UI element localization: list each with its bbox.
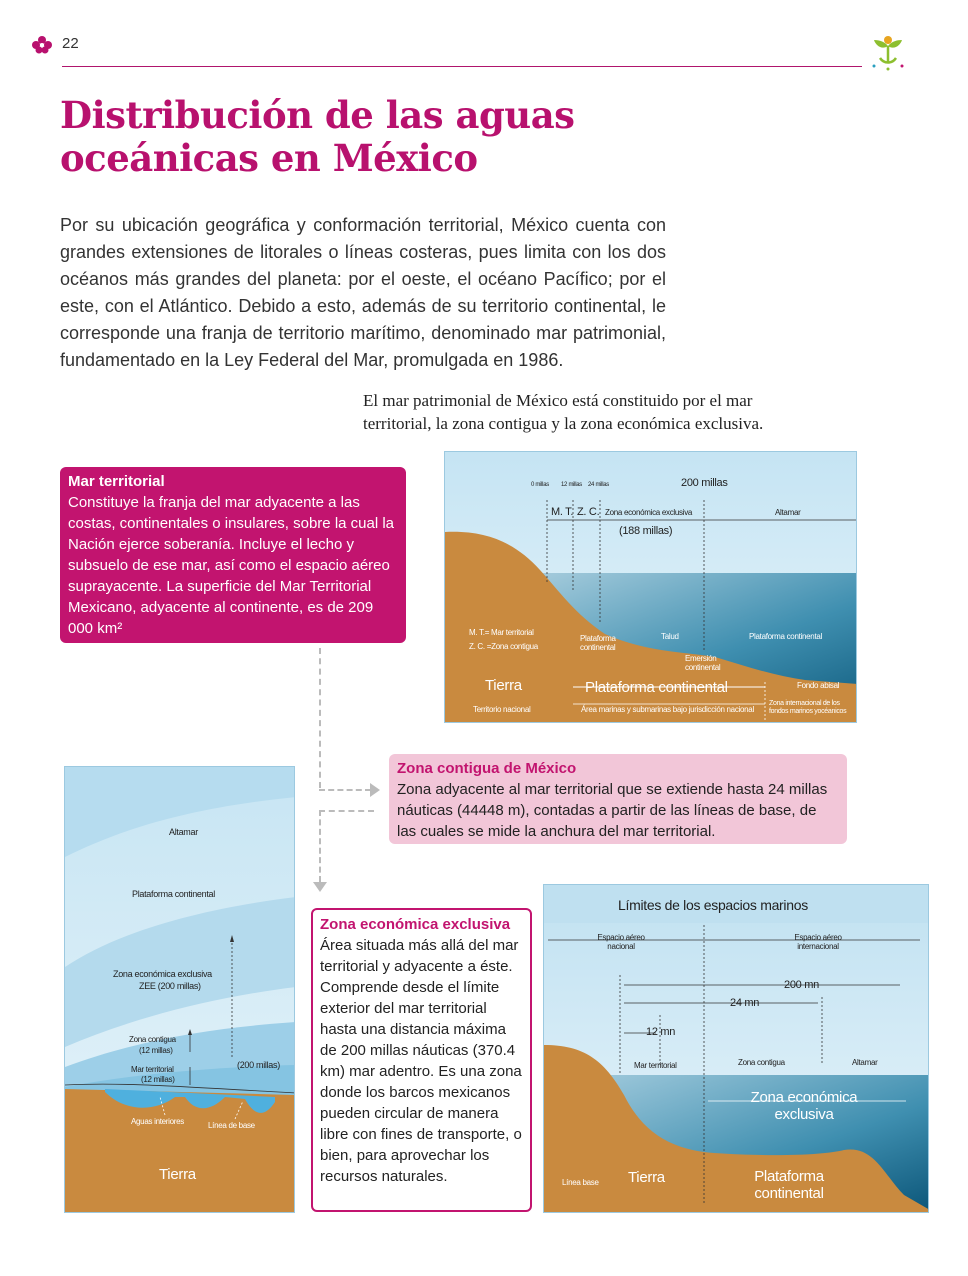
tick-200-millas: 200 millas <box>681 477 728 489</box>
cross-section-svg <box>445 452 856 722</box>
label-plataforma-right: Plataforma continental <box>749 632 823 641</box>
label-mt: M. T. <box>551 506 574 518</box>
zona-contigua-box: Zona contigua de México Zona adyacente a… <box>389 754 847 844</box>
label-200-millas: (200 millas) <box>237 1060 280 1070</box>
connector-line <box>319 810 321 882</box>
label-emersion: Emersión continental <box>685 654 721 672</box>
diagram-title: Límites de los espacios marinos <box>618 897 808 913</box>
label-aereo-internacional: Espacio aéreo internacional <box>794 933 842 951</box>
label-200-mn: 200 mn <box>784 979 819 991</box>
zee-text: Área situada más allá del mar territoria… <box>320 937 522 1185</box>
zona-contigua-text: Zona adyacente al mar territorial que se… <box>397 781 828 840</box>
tick-12-millas: 12 millas <box>561 482 582 488</box>
label-zona-internacional: Zona internacional de los fondos marinos… <box>769 700 847 715</box>
label-zee: Zona económica exclusiva <box>750 1089 858 1123</box>
label-territorio-nacional: Territorio nacional <box>473 705 531 714</box>
limits-diagram: Límites de los espacios marinos Espacio … <box>543 884 929 1213</box>
zona-contigua-title: Zona contigua de México <box>397 760 577 777</box>
label-altamar: Altamar <box>852 1058 878 1067</box>
label-plataforma-small: Plataforma continental <box>580 634 616 652</box>
connector-line <box>319 810 374 812</box>
label-altamar: Altamar <box>169 827 198 837</box>
mar-territorial-box: Mar territorial Constituye la franja del… <box>60 467 406 643</box>
label-plataforma: Plataforma continental <box>754 1168 824 1202</box>
cross-section-diagram: 0 millas 12 millas 24 millas 200 millas … <box>444 451 857 723</box>
label-contigua: Zona contigua <box>129 1035 176 1044</box>
arrow-right-icon <box>370 783 380 797</box>
vertical-sea-diagram: Altamar Plataforma continental Zona econ… <box>64 766 295 1213</box>
label-zee: Zona económica exclusiva <box>113 969 212 979</box>
tick-24-millas: 24 millas <box>588 482 609 488</box>
connector-line <box>319 648 321 788</box>
label-zc: Z. C. <box>577 506 600 518</box>
label-contigua-12: (12 millas) <box>139 1046 173 1055</box>
label-zona-contigua: Zona contigua <box>738 1058 785 1067</box>
title-line-1: Distribución de las aguas <box>60 93 575 137</box>
label-zee-200: ZEE (200 millas) <box>139 981 201 991</box>
label-tierra: Tierra <box>159 1166 196 1183</box>
label-24-mn: 24 mn <box>730 997 760 1009</box>
label-zee: Zona económica exclusiva <box>605 508 693 517</box>
sprout-logo-icon <box>872 36 904 71</box>
page-title: Distribución de las aguas oceánicas en M… <box>60 94 660 180</box>
label-talud: Talud <box>661 632 679 641</box>
mar-territorial-title: Mar territorial <box>68 473 165 490</box>
label-mar-territorial: Mar territorial <box>634 1061 677 1070</box>
zee-title: Zona económica exclusiva <box>320 916 511 933</box>
arrow-down-icon <box>313 882 327 892</box>
tick-0-millas: 0 millas <box>531 482 549 488</box>
label-tierra: Tierra <box>628 1169 665 1186</box>
flower-icon <box>32 36 52 54</box>
label-plataforma-big: Plataforma continental <box>585 679 728 696</box>
label-12-mn: 12 mn <box>646 1026 676 1038</box>
legend-zc: Z. C. =Zona contigua <box>469 642 538 651</box>
vertical-sea-svg <box>65 767 294 1212</box>
label-territorial: Mar territorial <box>131 1065 174 1074</box>
label-linea-base: Línea de base <box>208 1121 255 1130</box>
label-fondo-abisal: Fondo abisal <box>797 681 840 690</box>
connector-line <box>319 789 371 791</box>
page-number: 22 <box>62 35 79 52</box>
mar-territorial-text: Constituye la franja del mar adyacente a… <box>68 494 395 637</box>
label-188-millas: (188 millas) <box>619 525 673 537</box>
label-plataforma: Plataforma continental <box>132 889 215 899</box>
label-areas-marinas: Área marinas y submarinas bajo jurisdicc… <box>581 705 754 714</box>
header-rule <box>62 66 862 67</box>
label-linea-base: Línea base <box>562 1178 599 1187</box>
zee-box: Zona económica exclusiva Área situada má… <box>311 908 532 1212</box>
label-territorial-12: (12 millas) <box>141 1075 175 1084</box>
title-line-2: oceánicas en México <box>60 136 478 180</box>
label-altamar: Altamar <box>775 508 801 517</box>
diagram-caption: El mar patrimonial de México está consti… <box>363 391 764 433</box>
label-aereo-nacional: Espacio aéreo nacional <box>597 933 645 951</box>
legend-mt: M. T.= Mar territorial <box>469 628 534 637</box>
intro-paragraph: Por su ubicación geográfica y conformaci… <box>60 215 666 370</box>
label-aguas-interiores: Aguas interiores <box>131 1117 185 1126</box>
label-tierra: Tierra <box>485 677 522 694</box>
limits-svg <box>544 885 928 1212</box>
